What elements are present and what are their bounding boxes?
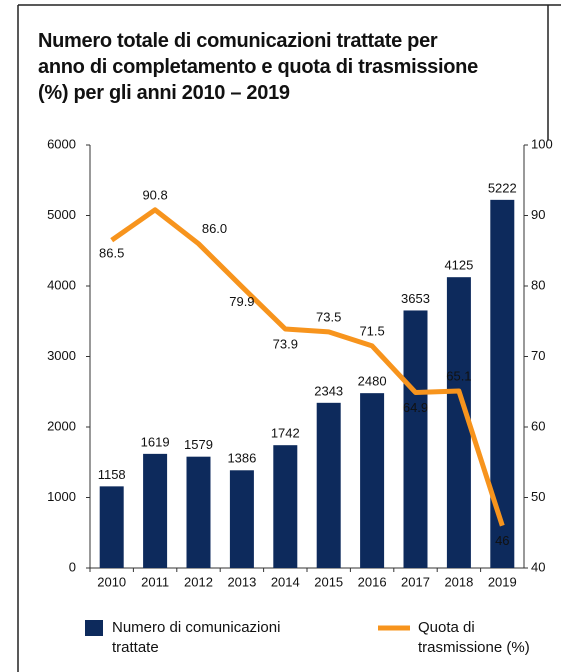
y-tick-label: 1000 — [47, 489, 76, 504]
y-tick-label: 4000 — [47, 277, 76, 292]
x-tick-label: 2011 — [141, 574, 169, 589]
line — [110, 207, 505, 527]
y2-tick-label: 100 — [531, 136, 553, 151]
bar-label: 1386 — [227, 451, 256, 466]
line-label: 46 — [495, 533, 509, 548]
line-label: 71.5 — [359, 323, 384, 338]
bar-label: 1619 — [141, 434, 170, 449]
y-tick-label: 3000 — [47, 348, 76, 363]
x-tick-label: 2017 — [401, 574, 430, 589]
line-label: 79.9 — [229, 294, 254, 309]
x-tick-label: 2018 — [444, 574, 473, 589]
bar — [316, 402, 341, 568]
chart-title: Numero totale di comunicazioni trattate … — [38, 30, 478, 104]
line-label: 65.1 — [446, 368, 471, 383]
line-label: 73.5 — [316, 309, 341, 324]
legend-label: Numero di comunicazioni trattate — [112, 619, 281, 656]
line-label: 73.9 — [273, 336, 298, 351]
bar — [360, 393, 385, 568]
y2-tick-label: 50 — [531, 489, 545, 504]
y2-tick-label: 80 — [531, 277, 545, 292]
bar-label: 2480 — [358, 374, 387, 389]
x-tick-label: 2019 — [488, 574, 517, 589]
x-tick-label: 2016 — [358, 574, 387, 589]
line-label: 90.8 — [142, 187, 167, 202]
y-tick-label: 6000 — [47, 136, 76, 151]
bar — [143, 453, 168, 568]
bar — [403, 310, 428, 568]
bar — [186, 456, 211, 568]
y-tick-label: 2000 — [47, 418, 76, 433]
bar-label: 5222 — [488, 180, 517, 195]
line-label: 86.0 — [202, 221, 227, 236]
x-tick-label: 2010 — [97, 574, 126, 589]
line-label: 64.9 — [403, 400, 428, 415]
legend-label: Quota di trasmissione (%) — [418, 619, 530, 656]
x-tick-label: 2014 — [271, 574, 300, 589]
x-tick-label: 2015 — [314, 574, 343, 589]
bar-label: 1742 — [271, 426, 300, 441]
y-tick-label: 0 — [69, 559, 76, 574]
y2-tick-label: 70 — [531, 348, 545, 363]
bar — [229, 470, 254, 568]
bar-label: 3653 — [401, 291, 430, 306]
y2-tick-label: 90 — [531, 207, 545, 222]
bar — [490, 199, 515, 568]
y2-tick-label: 40 — [531, 559, 545, 574]
bar-label: 2343 — [314, 383, 343, 398]
bar-label: 4125 — [444, 258, 473, 273]
legend-swatch-bars — [85, 620, 103, 636]
line-label: 86.5 — [99, 246, 124, 261]
y2-tick-label: 60 — [531, 418, 545, 433]
bar-label: 1158 — [98, 467, 126, 482]
x-tick-label: 2013 — [227, 574, 256, 589]
bar-label: 1579 — [184, 437, 213, 452]
bar — [273, 445, 298, 568]
y-tick-label: 5000 — [47, 207, 76, 222]
x-tick-label: 2012 — [184, 574, 213, 589]
bar — [99, 486, 124, 568]
